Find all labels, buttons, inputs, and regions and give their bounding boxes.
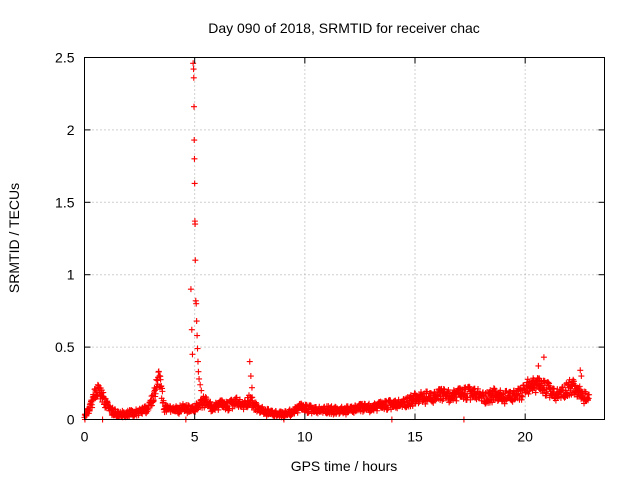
x-tick-label: 20: [517, 429, 533, 445]
spike-point: [187, 286, 194, 293]
data-point: [385, 405, 392, 412]
data-point: [249, 394, 256, 401]
data-point: [159, 388, 166, 395]
spike-point: [577, 367, 584, 374]
x-tick-label: 0: [81, 429, 89, 445]
data-point: [529, 387, 536, 394]
data-point: [157, 376, 164, 383]
spike-point: [194, 358, 201, 365]
data-point: [445, 386, 452, 393]
data-point: [525, 390, 532, 397]
spike-point: [192, 257, 199, 264]
data-point: [155, 368, 162, 375]
spike-point: [194, 332, 201, 339]
spike-point: [191, 103, 198, 110]
spike-point: [578, 373, 585, 380]
data-point: [474, 385, 481, 392]
data-point: [488, 391, 495, 398]
grid-layer: [84, 57, 605, 420]
y-tick-label: 0.5: [55, 339, 75, 355]
data-point: [518, 396, 525, 403]
x-axis-label: GPS time / hours: [291, 458, 398, 474]
x-tick-label: 15: [407, 429, 423, 445]
data-points: [81, 60, 593, 423]
spike-point: [197, 381, 204, 388]
y-axis-label: SRMTID / TECUs: [6, 183, 22, 293]
y-tick-label: 0: [67, 412, 75, 428]
spike-point: [198, 387, 205, 394]
spike-point: [191, 137, 198, 144]
spike-point: [188, 326, 195, 333]
data-point: [415, 400, 422, 407]
data-point: [450, 397, 457, 404]
data-point: [570, 378, 577, 385]
y-tick-label: 1: [67, 267, 75, 283]
x-tick-label: 5: [191, 429, 199, 445]
data-point: [151, 387, 158, 394]
data-point: [86, 407, 93, 414]
data-point: [89, 404, 96, 411]
y-tick-label: 1.5: [55, 194, 75, 210]
spike-point: [200, 393, 207, 400]
spike-point: [246, 358, 253, 365]
data-point: [150, 397, 157, 404]
data-point: [491, 385, 498, 392]
spike-point: [193, 300, 200, 307]
spike-point: [247, 373, 254, 380]
spike-point: [190, 66, 197, 73]
data-point: [206, 399, 213, 406]
data-point: [519, 393, 526, 400]
spike-point: [193, 318, 200, 325]
spike-point: [248, 384, 255, 391]
data-point: [359, 408, 366, 415]
data-point: [236, 396, 243, 403]
data-point: [572, 382, 579, 389]
plot-frame: [84, 57, 605, 420]
spike-point: [191, 155, 198, 162]
spike-point: [540, 354, 547, 361]
spike-point: [195, 368, 202, 375]
spike-point: [535, 362, 542, 369]
data-point: [586, 391, 593, 398]
data-point: [160, 397, 167, 404]
spike-point: [196, 375, 203, 382]
y-tick-label: 2: [67, 122, 75, 138]
x-tick-label: 10: [297, 429, 313, 445]
spike-point: [192, 221, 199, 228]
axis-ticks: 0 5 10 15 20 0 0.5 1 1.5 2 2.5: [55, 50, 605, 445]
spike-point: [190, 60, 197, 67]
y-tick-label: 2.5: [55, 50, 75, 66]
data-point: [467, 396, 474, 403]
spike-point: [194, 345, 201, 352]
spike-point: [191, 180, 198, 187]
spike-point: [190, 74, 197, 81]
data-point: [229, 405, 236, 412]
spike-point: [189, 351, 196, 358]
chart-title: Day 090 of 2018, SRMTID for receiver cha…: [208, 20, 480, 36]
data-point: [233, 394, 240, 401]
data-point: [499, 391, 506, 398]
